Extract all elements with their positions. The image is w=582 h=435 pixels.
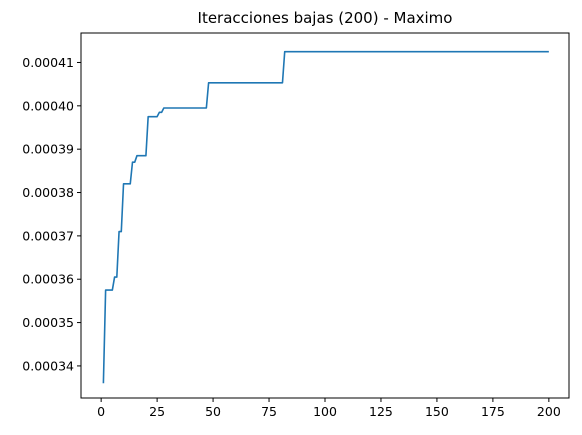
x-tick-label: 50 [205,404,221,419]
x-tick-label: 0 [97,404,105,419]
series-line [102,50,549,384]
x-tick-label: 75 [261,404,277,419]
x-tick-label: 200 [537,404,561,419]
x-tick-label: 25 [149,404,165,419]
y-tick-label: 0.00041 [22,55,74,70]
y-tick-label: 0.00040 [22,98,74,113]
x-tick-label: 150 [425,404,449,419]
y-tick-label: 0.00035 [22,315,74,330]
plot-frame [80,32,570,399]
y-tick-label: 0.00037 [22,228,74,243]
y-axis: 0.00034 0.00035 0.00036 0.00037 0.00038 0.000… [22,55,81,373]
y-tick-label: 0.00036 [22,272,74,287]
y-tick-label: 0.00034 [22,358,74,373]
plot-area [80,32,570,399]
x-axis: 0 25 50 75 100 125 150 175 200 [97,398,561,419]
x-tick-label: 175 [481,404,505,419]
chart-title: Iteracciones bajas (200) - Maximo [198,9,453,27]
series-layer [102,50,549,384]
x-tick-label: 125 [369,404,393,419]
y-tick-label: 0.00039 [22,142,74,157]
x-tick-label: 100 [313,404,337,419]
y-tick-label: 0.00038 [22,185,74,200]
